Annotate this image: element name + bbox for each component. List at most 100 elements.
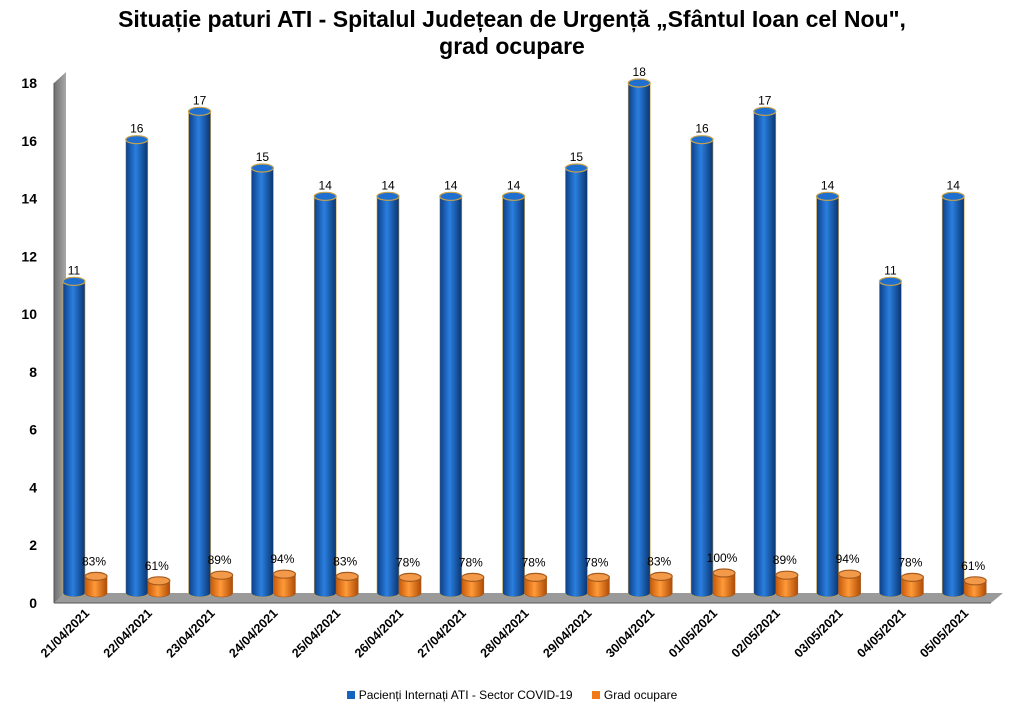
- bar-occupancy-2: [210, 570, 234, 598]
- data-label-occupancy: 61%: [145, 559, 169, 573]
- bar-occupancy-3-top: [272, 569, 296, 579]
- bar-patients-12-top: [815, 191, 840, 201]
- bar-patients-5: [376, 191, 400, 598]
- x-tick-label: 02/05/2021: [729, 606, 783, 660]
- bar-patients-1-top: [125, 135, 149, 145]
- bar-patients-0: [62, 276, 86, 598]
- bar-patients-1: [125, 135, 149, 598]
- bar-occupancy-10-top: [712, 568, 736, 578]
- x-tick-label: 24/04/2021: [226, 606, 280, 660]
- bar-patients-10-body: [690, 139, 714, 598]
- y-tick-label: 2: [29, 537, 37, 553]
- x-tick-label: 01/05/2021: [666, 606, 720, 660]
- bar-occupancy-1-top: [147, 576, 171, 586]
- bar-patients-0-top: [62, 276, 86, 286]
- data-label-patients: 14: [381, 178, 395, 192]
- data-label-patients: 14: [947, 178, 961, 192]
- bar-patients-7: [501, 191, 526, 598]
- bar-occupancy-7-top: [523, 572, 548, 583]
- bar-patients-9-body: [627, 82, 651, 598]
- bar-occupancy-4-body: [335, 576, 359, 598]
- bar-occupancy-6-top: [461, 572, 485, 583]
- data-label-occupancy: 89%: [773, 553, 797, 567]
- data-label-patients: 15: [256, 150, 270, 164]
- legend-swatch-orange: [591, 691, 600, 699]
- x-tick-label: 22/04/2021: [101, 606, 155, 660]
- bar-patients-14: [941, 191, 965, 598]
- bar-patients-7-body: [502, 196, 525, 598]
- bar-patients-8-top: [564, 163, 589, 173]
- bar-occupancy-12: [837, 569, 862, 598]
- data-label-patients: 17: [193, 93, 207, 107]
- bar-patients-6-top: [439, 191, 463, 201]
- chart-legend: Pacienți Internați ATI - Sector COVID-19…: [0, 688, 1024, 702]
- bar-occupancy-9-top: [649, 571, 673, 582]
- x-tick-label: 26/04/2021: [352, 606, 406, 660]
- bar-patients-12-body: [816, 196, 839, 598]
- bar-patients-2-top: [188, 106, 212, 116]
- y-tick-label: 4: [29, 479, 37, 495]
- data-label-occupancy: 78%: [522, 555, 546, 569]
- legend-item-series-2: Grad ocupare: [591, 688, 677, 702]
- bar-patients-14-top: [941, 191, 965, 201]
- data-label-patients: 14: [507, 178, 521, 192]
- bar-occupancy-5: [398, 572, 422, 598]
- bar-patients-0-body: [62, 281, 86, 598]
- data-label-patients: 18: [633, 65, 647, 79]
- data-label-occupancy: 89%: [208, 553, 232, 567]
- x-tick-label: 05/05/2021: [917, 606, 971, 660]
- legend-label-series-1: Pacienți Internați ATI - Sector COVID-19: [358, 688, 573, 702]
- bar-occupancy-9: [649, 571, 673, 598]
- x-tick-label: 25/04/2021: [289, 606, 343, 660]
- bar-patients-5-top: [376, 191, 400, 201]
- bar-occupancy-10: [712, 568, 736, 598]
- bar-patients-2-body: [188, 111, 211, 598]
- bar-occupancy-8: [586, 572, 611, 598]
- bar-patients-4: [313, 191, 337, 598]
- x-tick-label: 23/04/2021: [164, 606, 218, 660]
- bar-occupancy-3: [272, 569, 296, 598]
- data-label-occupancy: 78%: [459, 555, 483, 569]
- y-tick-label: 0: [29, 595, 37, 611]
- bar-patients-9-top: [627, 78, 651, 88]
- data-label-patients: 14: [444, 178, 458, 192]
- bar-occupancy-0-body: [84, 576, 108, 598]
- legend-swatch-blue: [346, 691, 355, 699]
- data-label-occupancy: 78%: [584, 555, 608, 569]
- bar-occupancy-2-body: [210, 574, 233, 598]
- data-label-patients: 16: [130, 122, 144, 136]
- data-label-occupancy: 78%: [898, 555, 922, 569]
- bar-patients-3-body: [251, 167, 274, 598]
- bar-patients-4-top: [313, 191, 337, 201]
- bar-occupancy-14: [963, 576, 987, 598]
- bar-occupancy-5-top: [398, 572, 422, 583]
- bar-patients-9: [627, 78, 651, 598]
- data-label-patients: 11: [884, 263, 897, 277]
- bar-patients-13-top: [878, 276, 903, 286]
- bar-patients-11-body: [753, 111, 777, 598]
- x-tick-label: 29/04/2021: [540, 606, 594, 660]
- bar-occupancy-5-body: [398, 577, 422, 598]
- bar-patients-10-top: [690, 135, 714, 145]
- y-tick-label: 12: [21, 248, 37, 264]
- bar-patients-7-top: [501, 191, 526, 201]
- bar-patients-1-body: [125, 139, 149, 598]
- bar-occupancy-6: [461, 572, 485, 598]
- bar-occupancy-14-top: [963, 576, 987, 586]
- data-label-patients: 16: [695, 122, 709, 136]
- x-tick-label: 27/04/2021: [415, 606, 469, 660]
- bar-occupancy-12-body: [838, 573, 861, 598]
- bar-patients-3-top: [250, 163, 274, 173]
- bar-patients-4-body: [313, 196, 337, 598]
- data-label-patients: 15: [570, 150, 584, 164]
- bar-patients-8-body: [565, 167, 588, 598]
- bar-occupancy-0-top: [84, 571, 108, 582]
- data-label-patients: 14: [319, 178, 333, 192]
- bar-occupancy-7-body: [524, 577, 547, 598]
- bar-patients-2: [188, 106, 212, 598]
- bar-patients-10: [690, 135, 714, 598]
- bar-occupancy-13-top: [900, 572, 925, 583]
- data-label-occupancy: 83%: [333, 554, 357, 568]
- chart-title: Situație paturi ATI - Spitalul Județean …: [118, 6, 906, 59]
- bar-occupancy-8-top: [586, 572, 611, 583]
